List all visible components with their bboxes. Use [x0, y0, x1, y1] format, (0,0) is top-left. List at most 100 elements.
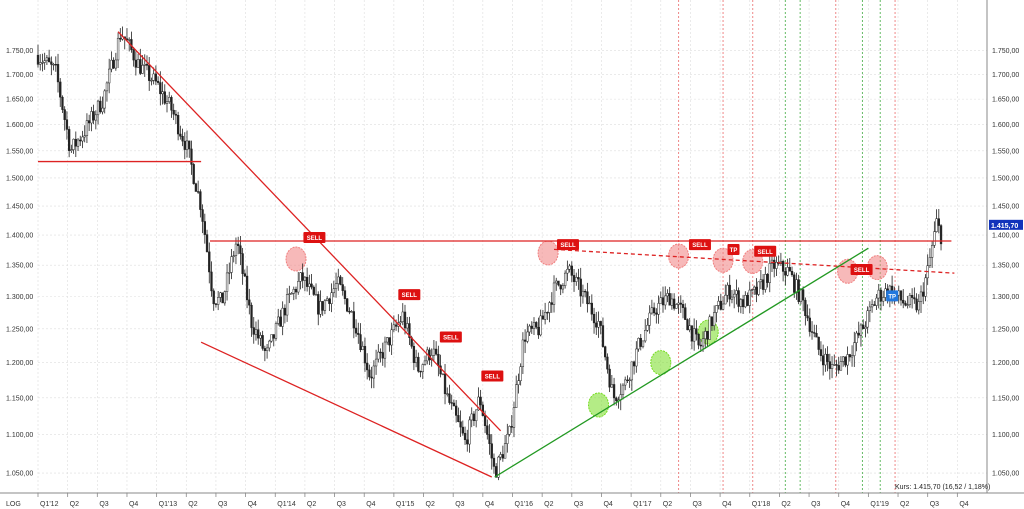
candle-body — [739, 299, 743, 307]
candle-body — [45, 57, 49, 61]
candle-body — [136, 59, 140, 68]
candle-body — [848, 354, 851, 358]
candle-body — [512, 407, 516, 428]
candle-body — [726, 284, 729, 296]
candle-body — [270, 334, 273, 342]
candle-body — [563, 272, 567, 286]
candle-body — [285, 294, 289, 316]
candle-body — [455, 405, 458, 416]
candle-body — [259, 335, 262, 339]
signal-label: SELL — [692, 243, 708, 249]
candle-body — [72, 138, 75, 150]
candle-body — [561, 285, 565, 290]
candle-body — [332, 288, 335, 293]
signal-badge — [439, 331, 462, 343]
candle-body — [824, 353, 827, 366]
candle-body — [401, 311, 404, 322]
candle-body — [188, 140, 191, 150]
candle-body — [477, 396, 480, 411]
candle-body — [681, 304, 685, 308]
x-tick-label: Q4 — [485, 501, 494, 508]
candle-body — [862, 324, 865, 330]
candle-body — [357, 332, 360, 335]
highlight-circle — [650, 350, 672, 376]
candle-body — [632, 361, 636, 367]
candle-body — [303, 276, 307, 281]
candle-body — [43, 60, 46, 63]
candle-body — [937, 218, 940, 226]
candle-body — [414, 356, 418, 363]
candle-body — [766, 274, 769, 283]
candle-body — [468, 419, 471, 445]
candle-body — [604, 346, 607, 358]
candle-body — [185, 140, 189, 150]
candle-body — [592, 313, 596, 324]
x-tick-label: Q2 — [188, 501, 197, 508]
candle-body — [65, 119, 69, 130]
candle-body — [134, 59, 138, 68]
candle-body — [386, 337, 389, 343]
candle-body — [661, 297, 665, 306]
signal-label: TP — [888, 294, 896, 300]
y-tick-label-left: 1.500,00 — [6, 175, 33, 182]
current-price-badge: 1.415,70 — [989, 219, 1023, 230]
candle-body — [92, 111, 95, 121]
candle-body — [786, 267, 789, 276]
candle-body — [328, 298, 331, 304]
candle-body — [875, 297, 878, 306]
candle-body — [733, 293, 736, 298]
candle-body — [717, 300, 720, 306]
signal-badge — [688, 239, 711, 251]
candle-body — [96, 100, 100, 116]
candle-body — [265, 347, 269, 351]
candle-body — [804, 299, 807, 316]
candle-body — [94, 114, 97, 121]
candle-body — [290, 293, 293, 295]
candle-body — [128, 39, 131, 41]
y-tick-label-right: 1.700,00 — [992, 72, 1019, 79]
candle-body — [917, 301, 920, 311]
x-tick-label: Q2 — [663, 501, 672, 508]
candle-body — [539, 315, 542, 336]
candle-body — [348, 311, 351, 313]
candle-body — [575, 277, 578, 282]
candle-body — [646, 324, 649, 331]
candle-body — [232, 255, 235, 257]
candle-body — [761, 279, 765, 290]
candle-body — [432, 348, 436, 356]
candle-body — [546, 312, 549, 314]
candle-body — [341, 284, 344, 291]
candle-body — [174, 113, 178, 116]
signal-label: SELL — [485, 374, 501, 380]
candle-body — [457, 415, 460, 422]
highlight-circle — [537, 240, 559, 266]
candle-body — [99, 100, 102, 113]
candle-body — [684, 307, 687, 320]
candle-body — [568, 265, 571, 270]
x-tick-label: Q3 — [99, 501, 108, 508]
highlight-circle — [668, 243, 690, 269]
trend-lines — [38, 31, 955, 478]
candle-body — [759, 279, 763, 283]
candle-body — [781, 261, 785, 272]
candle-body — [721, 303, 725, 310]
x-axis-ticks: Q1'12 Q2 Q3 Q4 Q1'13 Q2 Q3 Q4 Q1'14 Q2 Q3 Q4 Q1'15 Q2… — [37, 493, 969, 508]
candle-body — [810, 331, 814, 333]
candle-body — [343, 290, 347, 299]
candle-body — [715, 305, 718, 313]
candle-body — [241, 253, 244, 274]
candle-body — [839, 361, 843, 371]
candle-body — [237, 243, 240, 247]
signal-badge — [850, 264, 873, 276]
candle-body — [483, 415, 487, 426]
candle-body — [666, 293, 669, 297]
candle-body — [588, 302, 591, 305]
candle-body — [577, 277, 580, 280]
y-tick-label-right: 1.350,00 — [992, 263, 1019, 270]
candle-body — [842, 356, 845, 362]
candle-body — [243, 273, 247, 277]
candle-body — [225, 272, 229, 292]
candle-body — [201, 209, 204, 222]
candle-body — [873, 304, 876, 306]
candle-body — [819, 349, 823, 356]
